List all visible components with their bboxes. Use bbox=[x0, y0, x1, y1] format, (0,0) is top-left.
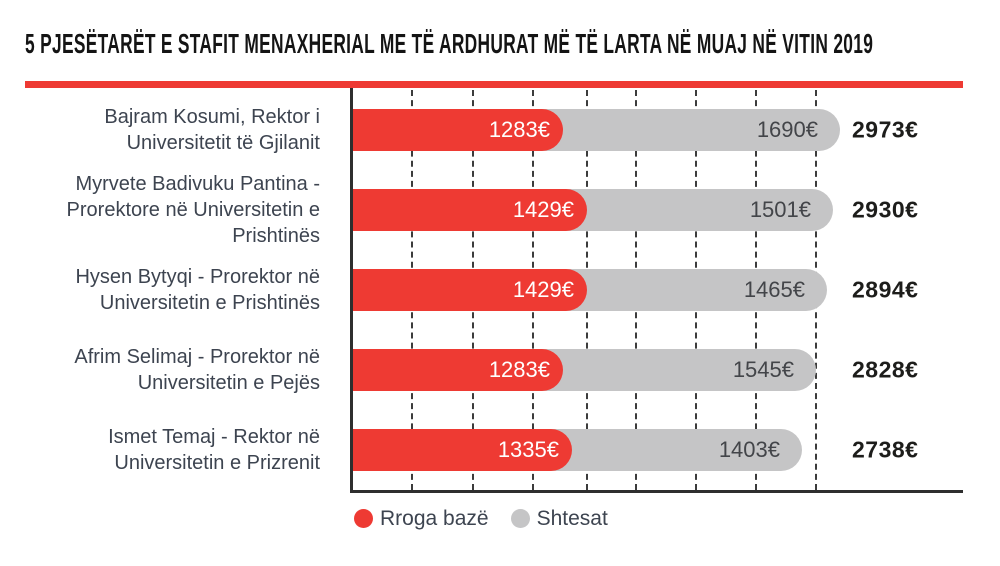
page-title: 5 PJESËTARËT E STAFIT MENAXHERIAL ME TË … bbox=[25, 26, 985, 62]
shtesat-value: 1545€ bbox=[732, 357, 794, 382]
shtesat-value: 1465€ bbox=[743, 277, 805, 302]
rroga-value: 1429€ bbox=[512, 197, 574, 222]
category-label: Myrvete Badivuku Pantina - Prorektore në… bbox=[66, 173, 320, 247]
legend-label: Shtesat bbox=[536, 507, 608, 530]
rroga-bar: 1429€ bbox=[353, 189, 587, 231]
category-label: Afrim Selimaj - Prorektor në Universitet… bbox=[74, 346, 320, 394]
rroga-bar: 1335€ bbox=[353, 429, 572, 471]
rroga-value: 1335€ bbox=[497, 437, 559, 462]
rroga-value: 1283€ bbox=[488, 357, 550, 382]
y-axis-line bbox=[350, 88, 353, 490]
rroga-bar: 1283€ bbox=[353, 109, 563, 151]
rroga-bar: 1429€ bbox=[353, 269, 587, 311]
legend-item-rroga-baze: Rroga bazë bbox=[354, 508, 489, 529]
shtesat-dot-icon bbox=[510, 509, 530, 528]
rroga-value: 1429€ bbox=[512, 277, 574, 302]
chart-legend: Rroga bazë Shtesat bbox=[354, 508, 608, 529]
shtesat-value: 1501€ bbox=[749, 197, 811, 222]
category-label: Bajram Kosumi, Rektor i Universitetit të… bbox=[104, 106, 320, 154]
total-value: 2828€ bbox=[852, 356, 919, 383]
chart-row: Hysen Bytyqi - Prorektor në Universiteti… bbox=[0, 250, 1000, 330]
title-divider-line bbox=[25, 81, 963, 88]
chart-row: Bajram Kosumi, Rektor i Universitetit të… bbox=[0, 90, 1000, 170]
stacked-bar-chart: Bajram Kosumi, Rektor i Universitetit të… bbox=[0, 88, 1000, 493]
chart-row: Ismet Temaj - Rektor në Universitetin e … bbox=[0, 410, 1000, 490]
shtesat-value: 1690€ bbox=[756, 117, 818, 142]
chart-row: Myrvete Badivuku Pantina - Prorektore në… bbox=[0, 170, 1000, 250]
legend-item-shtesat: Shtesat bbox=[510, 507, 608, 530]
category-label: Hysen Bytyqi - Prorektor në Universiteti… bbox=[75, 266, 320, 314]
x-axis-line bbox=[350, 490, 963, 493]
shtesat-value: 1403€ bbox=[718, 437, 780, 462]
category-label: Ismet Temaj - Rektor në Universitetin e … bbox=[108, 426, 320, 474]
total-value: 2930€ bbox=[852, 196, 919, 223]
rroga-value: 1283€ bbox=[488, 117, 550, 142]
total-value: 2738€ bbox=[852, 436, 919, 463]
rroga-bar: 1283€ bbox=[353, 349, 563, 391]
total-value: 2973€ bbox=[852, 116, 919, 143]
chart-row: Afrim Selimaj - Prorektor në Universitet… bbox=[0, 330, 1000, 410]
total-value: 2894€ bbox=[852, 276, 919, 303]
page-title-text: 5 PJESËTARËT E STAFIT MENAXHERIAL ME TË … bbox=[25, 28, 874, 59]
rroga-baze-dot-icon bbox=[354, 509, 373, 528]
legend-label: Rroga bazë bbox=[380, 507, 489, 530]
